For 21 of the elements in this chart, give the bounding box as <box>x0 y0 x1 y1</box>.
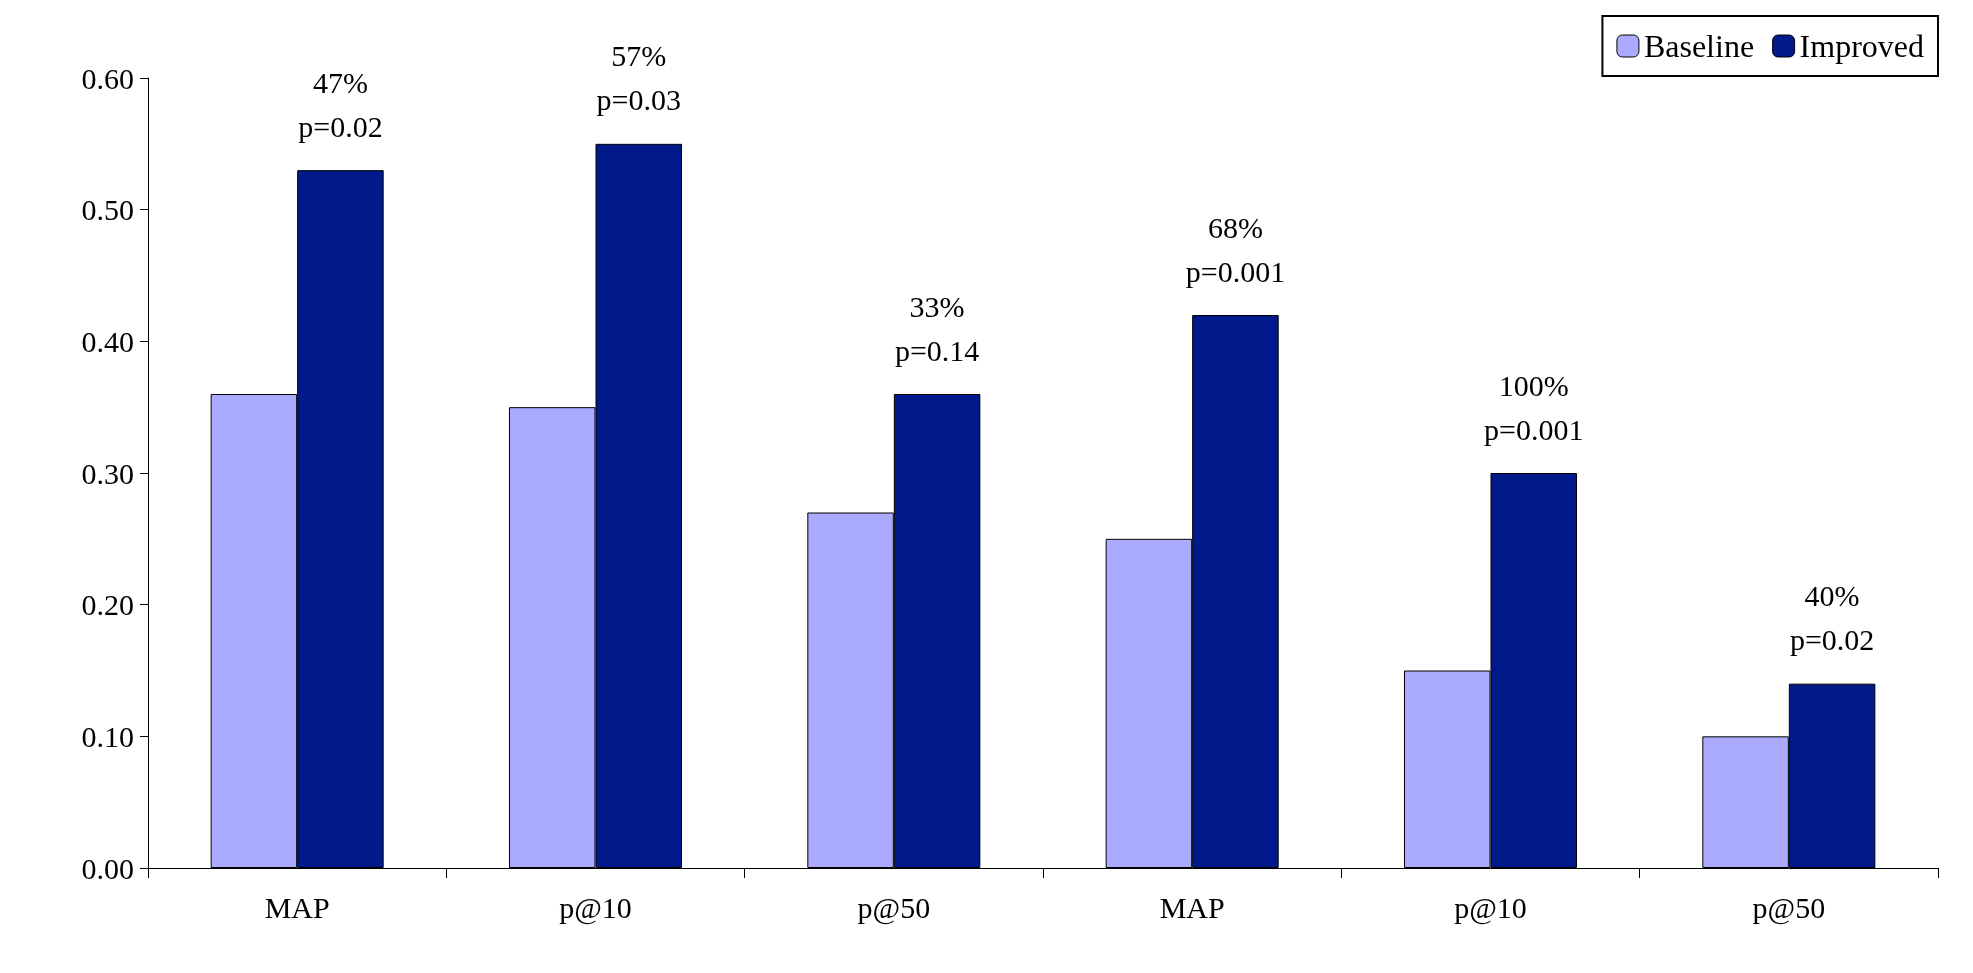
y-tick-label: 0.20 <box>81 588 134 622</box>
x-tick-label: p@10 <box>1454 890 1527 925</box>
y-tick-label: 0.50 <box>81 193 134 227</box>
annotation: 68% p=0.001 <box>1185 210 1286 288</box>
x-tick-label: MAP <box>264 890 330 924</box>
annotation: 33% p=0.14 <box>894 289 980 367</box>
annotation: 47% p=0.02 <box>298 65 383 143</box>
x-tick-label: p@50 <box>857 890 931 925</box>
x-tick-label: MAP <box>1159 890 1225 924</box>
y-tick-label: 0.10 <box>81 719 134 753</box>
x-tick-label: p@10 <box>559 890 632 925</box>
annotation: 57% p=0.03 <box>596 39 681 117</box>
y-tick-label: 0.40 <box>81 324 134 358</box>
annotation: 40% p=0.02 <box>1789 579 1875 657</box>
y-tick-label: 0.60 <box>81 61 134 95</box>
x-tick-label: p@50 <box>1752 890 1826 925</box>
legend-label: Baseline <box>1643 28 1755 64</box>
y-tick-label: 0.00 <box>81 851 134 885</box>
legend-label: Improved <box>1799 28 1924 64</box>
y-tick-label: 0.30 <box>81 456 134 490</box>
annotation: 100% p=0.001 <box>1484 368 1584 446</box>
